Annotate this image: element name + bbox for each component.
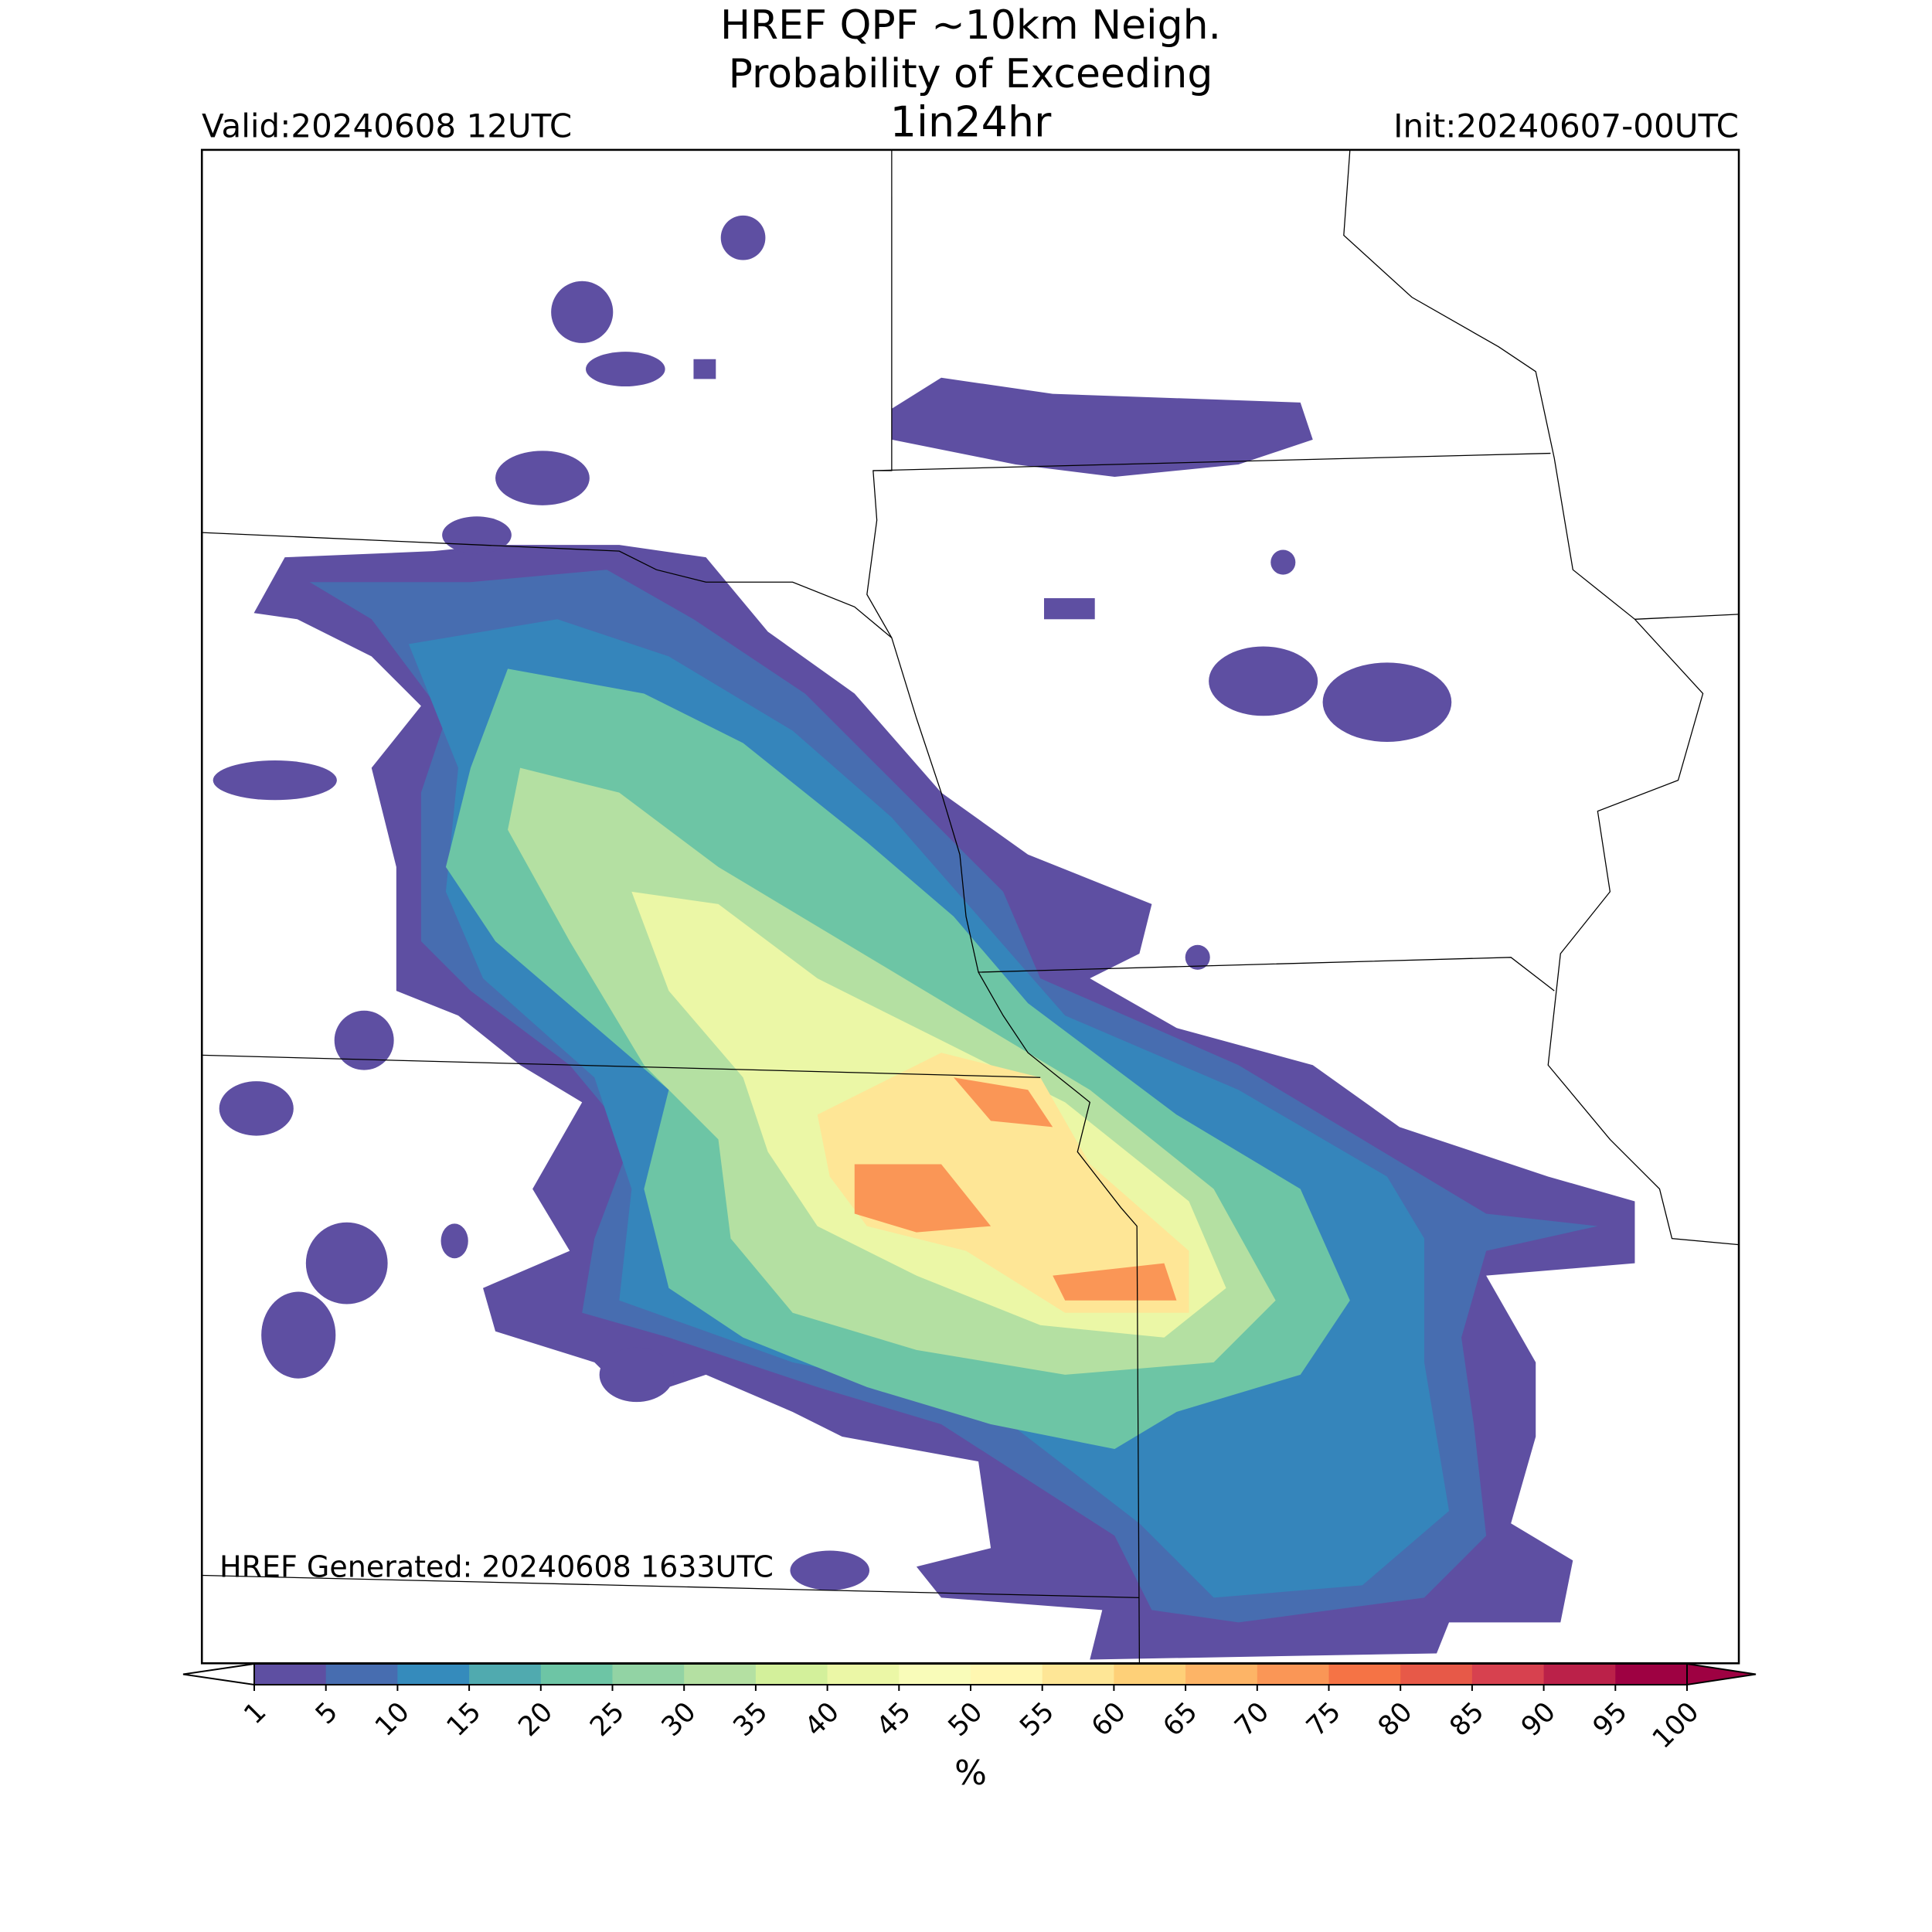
colorbar-segment: [1400, 1664, 1473, 1685]
colorbar-segment: [325, 1664, 398, 1685]
colorbar-segment: [1471, 1664, 1545, 1685]
generated-note: HREF Generated: 20240608 1633UTC: [219, 1550, 774, 1584]
colorbar-segment: [1257, 1664, 1329, 1685]
colorbar-segment: [1042, 1664, 1114, 1685]
title-line: Probability of Exceeding: [729, 51, 1213, 97]
precip-field: [213, 215, 1635, 1660]
colorbar-segment: [1543, 1664, 1616, 1685]
colorbar-segment: [1185, 1664, 1258, 1685]
title-line: HREF QPF ~10km Neigh.: [720, 2, 1221, 49]
title-line: 1in24hr: [890, 98, 1053, 147]
colorbar-segment: [1615, 1664, 1688, 1685]
colorbar-segment: [540, 1664, 613, 1685]
colorbar-segment: [971, 1664, 1043, 1685]
prob-55: [817, 1053, 1189, 1313]
colorbar-segment: [684, 1664, 757, 1685]
valid-time: Valid:20240608 12UTC: [202, 107, 572, 145]
prob-65: [854, 1077, 1177, 1301]
colorbar-segment: [469, 1664, 542, 1685]
colorbar-segment: [1328, 1664, 1401, 1685]
colorbar-segment: [1114, 1664, 1186, 1685]
colorbar-segment: [254, 1664, 327, 1685]
colorbar-segment: [397, 1664, 470, 1685]
init-time: Init:20240607-00UTC: [1393, 107, 1739, 145]
colorbar-segment: [827, 1664, 900, 1685]
colorbar-segment: [612, 1664, 685, 1685]
map: [200, 148, 1740, 1665]
state-borders: [202, 149, 1740, 1664]
colorbar-segment: [899, 1664, 971, 1685]
colorbar-segment: [755, 1664, 828, 1685]
colorbar-label: %: [954, 1753, 987, 1793]
